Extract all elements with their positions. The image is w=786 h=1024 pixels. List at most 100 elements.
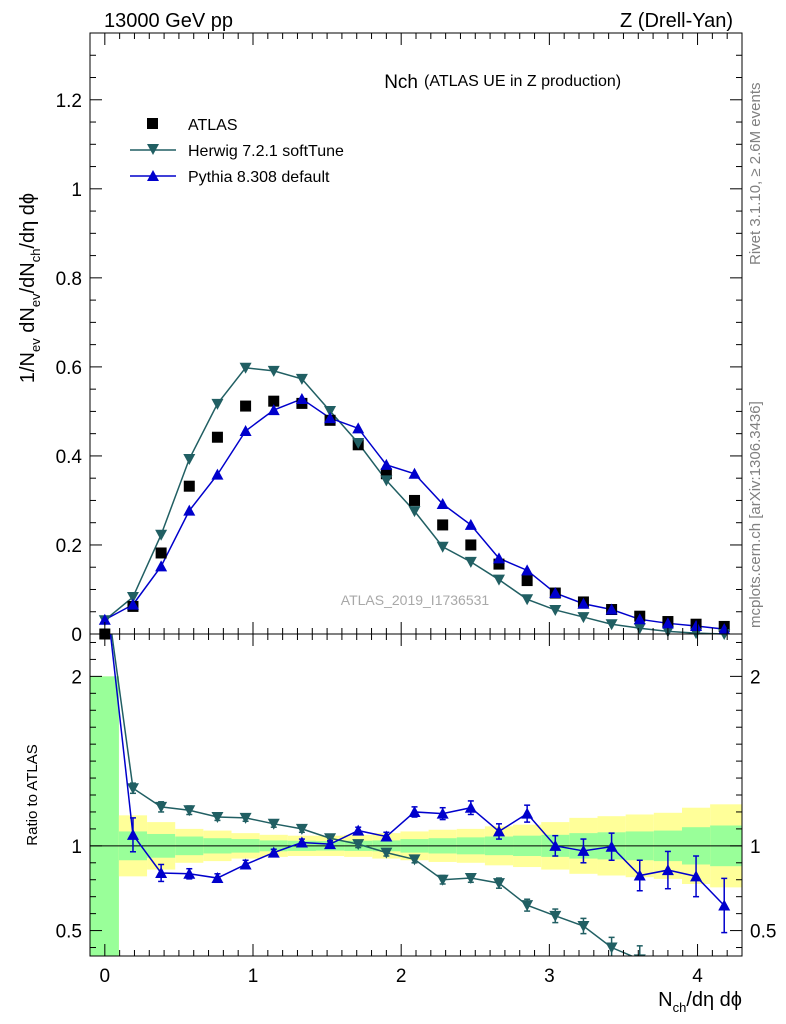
ratio-point-s0-17 [605, 942, 618, 954]
data-point-s1-12 [436, 541, 449, 553]
ratio-point-s1-8 [352, 824, 365, 836]
legend-label-pythia: Pythia 8.308 default [188, 169, 330, 186]
ratio-frame [89, 633, 743, 957]
data-point-s1-7 [295, 373, 308, 385]
data-point-s2-1 [126, 598, 139, 610]
data-point-s2-13 [464, 518, 477, 530]
data-point-s0-12 [437, 519, 449, 531]
ratio-panel: 0 1 2 3 4 0.5 0.5 1 1 2 2 Ratio to ATLAS Nch/dη dϕ [24, 633, 776, 1021]
data-point-s1-16 [549, 604, 562, 616]
ratio-point-s1-2 [183, 867, 196, 879]
data-point-s1-8 [324, 405, 337, 417]
x-tick-label: 4 [692, 966, 703, 987]
data-point-s1-9 [352, 438, 365, 450]
ratio-point-s1-6 [295, 836, 308, 848]
ratio-y-tick-label-right: 2 [750, 667, 761, 688]
ratio-point-s1-21 [718, 899, 731, 911]
ratio-point-s1-4 [239, 858, 252, 870]
ratio-point-s0-13 [492, 878, 505, 890]
ratio-point-s0-5 [267, 818, 280, 830]
data-point-s2-18 [605, 603, 618, 615]
x-tick-label: 3 [544, 966, 555, 987]
data-point-s0-11 [409, 494, 421, 506]
data-point-s2-12 [436, 498, 449, 510]
main-y-tick-label: 0.2 [56, 536, 82, 557]
ratio-point-s1-3 [211, 872, 224, 884]
data-point-s0-5 [240, 400, 252, 412]
legend-label-atlas: ATLAS [188, 117, 238, 134]
main-y-tick-label: 0 [71, 625, 82, 646]
mcplots-label: mcplots.cern.ch [arXiv:1306.3436] [747, 401, 764, 628]
ratio-point-s1-0 [126, 828, 139, 840]
data-point-s0-10 [380, 468, 392, 480]
legend-label-herwig: Herwig 7.2.1 softTune [188, 143, 344, 160]
ratio-y-tick-label: 2 [71, 667, 82, 688]
ratio-point-s1-19 [661, 864, 674, 876]
data-point-s2-16 [549, 587, 562, 599]
ratio-point-s0-11 [436, 874, 449, 886]
data-point-s1-14 [492, 574, 505, 586]
legend-marker-herwig [147, 144, 159, 155]
ratio-point-s1-1 [155, 866, 168, 878]
x-tick-label: 2 [396, 966, 407, 987]
data-point-s2-20 [661, 617, 674, 629]
rivet-label: Rivet 3.1.10, ≥ 2.6M events [747, 83, 764, 266]
ratio-point-s0-0 [126, 783, 139, 795]
data-point-s2-7 [295, 392, 308, 404]
ratio-point-s1-16 [577, 844, 590, 856]
data-point-s1-19 [633, 623, 646, 635]
ratio-point-s0-19 [662, 976, 674, 987]
data-point-s1-10 [380, 475, 393, 487]
ratio-ticks: 0 1 2 3 4 0.5 0.5 1 1 2 2 [56, 634, 776, 987]
data-point-s0-3 [183, 480, 195, 492]
main-y-tick-label: 1 [71, 180, 82, 201]
ratio-point-s1-20 [690, 870, 703, 882]
data-point-s1-4 [211, 398, 224, 410]
ratio-point-s1-5 [267, 846, 280, 858]
ratio-point-s0-14 [521, 900, 534, 912]
ratio-point-s0-15 [549, 910, 562, 922]
data-point-s2-11 [408, 467, 421, 479]
ratio-point-s1-7 [324, 838, 337, 850]
ratio-y-tick-label: 1 [71, 837, 82, 858]
ratio-point-s0-1 [155, 801, 168, 813]
ratio-point-s0-12 [464, 873, 477, 885]
ratio-point-s0-9 [380, 847, 393, 859]
data-point-s1-3 [183, 454, 196, 466]
data-point-s0-15 [521, 575, 533, 587]
plot-title: Nch [384, 72, 418, 93]
main-y-axis-label: 1/Nev dNev/dNch/dη dϕ [17, 193, 43, 383]
data-point-s1-2 [155, 529, 168, 541]
ratio-point-s1-14 [521, 807, 534, 819]
main-y-tick-label: 1.2 [56, 91, 82, 112]
ratio-point-s1-17 [605, 840, 618, 852]
ratio-point-s1-18 [633, 869, 646, 881]
ratio-band-stat [90, 676, 119, 956]
main-y-tick-label: 0.8 [56, 269, 82, 290]
analysis-watermark: ATLAS_2019_I1736531 [341, 592, 490, 608]
ratio-point-s0-6 [295, 823, 308, 835]
ratio-point-s1-15 [549, 839, 562, 851]
ratio-point-s0-8 [352, 839, 365, 851]
legend-item-pythia: Pythia 8.308 default [130, 169, 330, 186]
data-point-s1-13 [464, 556, 477, 568]
data-point-s2-14 [492, 552, 505, 564]
data-point-s0-6 [268, 395, 280, 407]
ratio-point-s0-3 [211, 812, 224, 824]
ratio-point-s0-21 [718, 1010, 730, 1021]
data-point-s2-2 [155, 560, 168, 572]
ratio-point-s1-11 [436, 807, 449, 819]
data-point-s1-18 [605, 619, 618, 631]
legend-marker-atlas [147, 118, 158, 129]
ratio-point-s0-10 [408, 854, 421, 866]
ratio-point-s0-2 [183, 805, 196, 817]
data-point-s2-19 [633, 613, 646, 625]
data-point-s2-5 [239, 424, 252, 436]
ratio-data-marks [109, 634, 731, 1021]
ratio-line-0 [111, 634, 634, 956]
data-point-s1-6 [267, 365, 280, 377]
data-point-s0-2 [155, 547, 167, 559]
data-point-s2-21 [690, 619, 703, 631]
plot-subtitle: (ATLAS UE in Z production) [424, 73, 621, 90]
